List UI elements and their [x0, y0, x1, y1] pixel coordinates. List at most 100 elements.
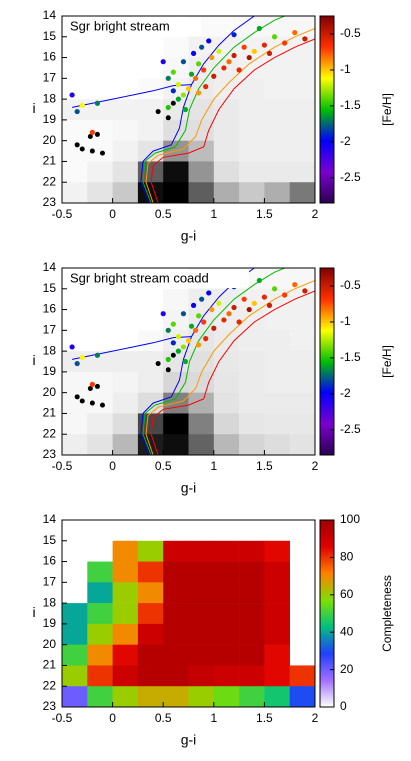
point [271, 34, 278, 40]
density-cell [62, 119, 88, 141]
colorbar-tick-label: 0 [340, 699, 347, 713]
density-cell [239, 540, 265, 562]
density-cell [264, 309, 290, 331]
density-cell [188, 330, 215, 352]
density-cell [87, 686, 113, 707]
point [201, 67, 207, 73]
y-axis-label: i [32, 604, 35, 620]
isochrone [140, 268, 255, 455]
density-cell [62, 392, 88, 414]
density-cell [163, 413, 189, 435]
colorbar-tick-label: 40 [340, 624, 354, 638]
density-cell [62, 351, 88, 373]
point [175, 333, 181, 340]
density-cell [239, 57, 265, 79]
point [190, 302, 197, 308]
density-cell [163, 561, 189, 583]
point [165, 115, 171, 121]
density-cell [62, 665, 88, 687]
point [170, 100, 176, 106]
colorbar-tick-label: -1 [340, 62, 351, 76]
density-cell [112, 623, 139, 645]
density-cell [87, 413, 113, 435]
density-cell [112, 540, 139, 562]
point [302, 288, 308, 294]
x-axis-label: g-i [181, 732, 197, 748]
density-cell [239, 78, 265, 100]
density-cell [87, 582, 113, 604]
point [79, 146, 85, 152]
isochrone [72, 84, 192, 108]
density-cell [163, 182, 189, 203]
density-cell [87, 351, 113, 373]
density-cell [264, 686, 290, 707]
density-cell [239, 16, 265, 38]
point [182, 358, 189, 365]
x-tick-label: 0.5 [155, 711, 172, 725]
density-cell [213, 644, 240, 666]
density-cell [213, 371, 240, 393]
x-axis-label: g-i [181, 228, 197, 244]
density-cell [137, 182, 164, 203]
point [206, 290, 212, 296]
density-cell [62, 623, 88, 645]
density-cell [213, 119, 240, 141]
point [87, 134, 93, 140]
y-tick-label: 16 [43, 554, 57, 568]
point [185, 338, 192, 344]
density-cell [87, 623, 113, 645]
density-cell [112, 140, 139, 162]
density-cell [289, 434, 315, 455]
colorbar-label: [Fe/H] [380, 345, 394, 378]
density-cell [289, 161, 315, 183]
density-cell [137, 288, 164, 310]
y-tick-label: 21 [43, 406, 57, 420]
density-cell [264, 78, 290, 100]
point [226, 59, 232, 65]
density-cell [213, 623, 240, 645]
density-cell [112, 36, 139, 58]
density-cell [112, 392, 139, 414]
colorbar-label: Completeness [380, 575, 394, 652]
density-cell [137, 309, 164, 331]
point [94, 352, 101, 358]
density-cell [112, 665, 139, 687]
density-cell [137, 351, 164, 373]
density-cell [239, 644, 265, 666]
x-tick-label: 0.5 [155, 459, 172, 473]
density-cell [213, 309, 240, 331]
density-cell [62, 603, 88, 625]
colorbar-tick-label: -1.5 [340, 98, 361, 112]
point [199, 44, 205, 50]
density-cell [289, 78, 315, 100]
density-cell [188, 392, 215, 414]
y-tick-label: 23 [43, 195, 57, 209]
point [241, 44, 247, 50]
density-cell [289, 99, 315, 121]
density-cell [87, 665, 113, 687]
density-cell [137, 371, 164, 393]
density-cell [264, 644, 290, 666]
density-cell [137, 665, 164, 687]
density-cell [213, 434, 240, 455]
point [155, 109, 161, 115]
point [261, 294, 267, 300]
point [94, 131, 100, 137]
density-cell [112, 288, 139, 310]
point [221, 65, 227, 71]
density-cell [87, 99, 113, 121]
point [170, 88, 176, 94]
density-cell [137, 434, 164, 455]
y-tick-label: 23 [43, 699, 57, 713]
density-cell [188, 351, 215, 373]
density-cell [188, 686, 215, 707]
density-cell [137, 561, 164, 583]
point [203, 84, 209, 90]
x-tick-label: 1 [210, 711, 217, 725]
point [199, 296, 205, 302]
point [196, 342, 202, 348]
x-tick-label: 0 [109, 207, 116, 221]
density-cell [188, 371, 215, 393]
y-tick-label: 23 [43, 447, 57, 461]
point [175, 96, 181, 102]
